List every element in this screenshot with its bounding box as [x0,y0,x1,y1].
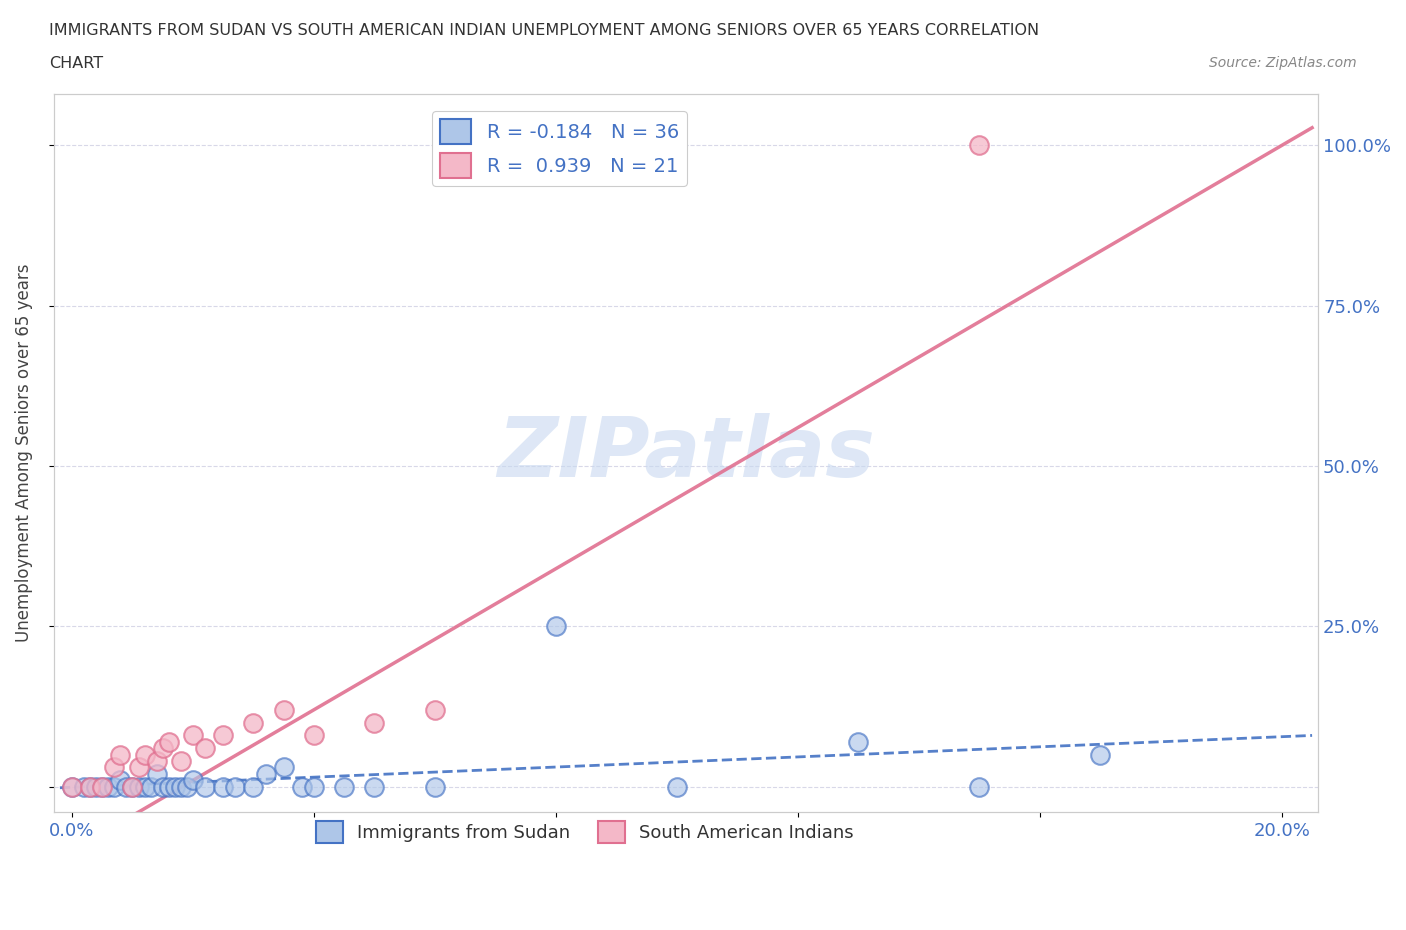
Point [115,779,138,794]
Point [176,779,198,794]
Legend: Immigrants from Sudan, South American Indians: Immigrants from Sudan, South American In… [309,814,860,850]
Point [302,728,325,743]
Point [121,779,143,794]
Point [224,779,246,794]
Point [60,779,83,794]
Point [91,779,114,794]
Point [423,702,446,717]
Point [212,728,235,743]
Point [242,715,264,730]
Point [157,735,180,750]
Point [170,779,193,794]
Point [91,779,114,794]
Point [73,779,96,794]
Point [969,779,991,794]
Point [97,779,120,794]
Text: ZIPatlas: ZIPatlas [498,413,875,494]
Point [212,779,235,794]
Point [103,760,125,775]
Point [134,779,156,794]
Point [145,766,167,781]
Point [665,779,688,794]
Point [194,779,217,794]
Point [273,760,295,775]
Text: IMMIGRANTS FROM SUDAN VS SOUTH AMERICAN INDIAN UNEMPLOYMENT AMONG SENIORS OVER 6: IMMIGRANTS FROM SUDAN VS SOUTH AMERICAN … [49,23,1039,38]
Point [242,779,264,794]
Point [273,702,295,717]
Point [302,779,325,794]
Point [103,779,125,794]
Point [163,779,186,794]
Point [544,619,567,634]
Point [291,779,314,794]
Point [79,779,101,794]
Point [84,779,107,794]
Point [254,766,277,781]
Point [110,773,132,788]
Point [110,747,132,762]
Point [157,779,180,794]
Point [363,779,385,794]
Point [134,747,156,762]
Point [145,753,167,768]
Point [1090,747,1112,762]
Text: CHART: CHART [49,56,103,71]
Point [333,779,356,794]
Point [152,779,174,794]
Point [423,779,446,794]
Point [363,715,385,730]
Point [152,741,174,756]
Y-axis label: Unemployment Among Seniors over 65 years: Unemployment Among Seniors over 65 years [15,264,32,643]
Point [139,779,162,794]
Point [181,773,204,788]
Point [79,779,101,794]
Point [181,728,204,743]
Point [194,741,217,756]
Point [128,760,150,775]
Point [848,735,870,750]
Point [121,779,143,794]
Point [170,753,193,768]
Point [128,779,150,794]
Point [969,138,991,153]
Text: Source: ZipAtlas.com: Source: ZipAtlas.com [1209,56,1357,70]
Point [60,779,83,794]
